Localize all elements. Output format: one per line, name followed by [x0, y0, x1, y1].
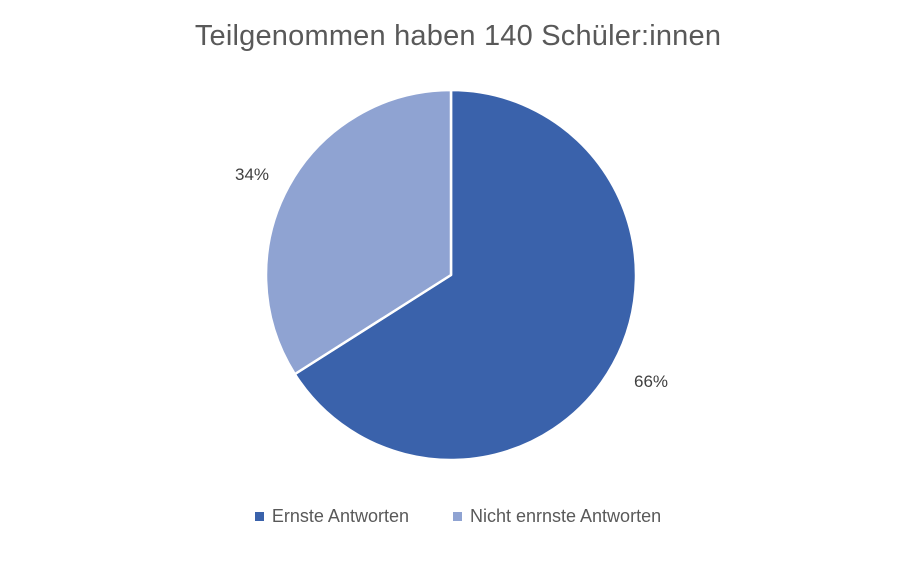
chart-title: Teilgenommen haben 140 Schüler:innen: [194, 20, 722, 52]
pie-slice-0: [293, 88, 638, 462]
legend-swatch-nicht-ernste: [452, 512, 462, 521]
legend-label-nicht-ernste: Nicht enrnste Antworten: [469, 506, 662, 526]
legend-item-ernste: Ernste Antworten: [254, 506, 409, 527]
legend: Ernste Antworten Nicht enrnste Antworten: [0, 506, 916, 527]
legend-swatch-ernste: [254, 512, 264, 521]
legend-label-ernste: Ernste Antworten: [271, 506, 409, 526]
pie-slice-1: [264, 88, 453, 376]
data-label-0: 66%: [634, 372, 668, 391]
legend-item-nicht-ernste: Nicht enrnste Antworten: [452, 506, 662, 527]
data-label-1: 34%: [235, 165, 269, 184]
